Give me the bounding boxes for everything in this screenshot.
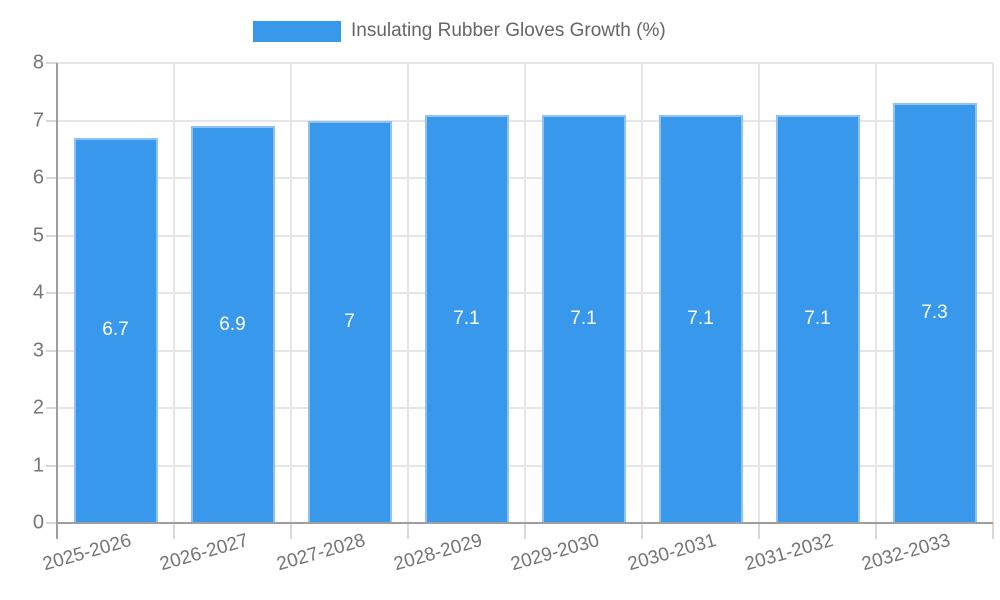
legend-swatch-icon [253,20,341,42]
bar [892,103,977,522]
gridline-vertical [407,63,409,523]
y-axis-tick [46,464,57,467]
x-axis-category-label: 2029-2030 [508,530,602,576]
y-axis-tick [46,62,57,64]
x-axis-category-label: 2027-2028 [274,530,368,576]
bar [307,120,392,522]
x-axis-category-label: 2032-2033 [859,530,953,576]
bar [73,137,158,522]
y-axis-tick [46,119,57,122]
bar [775,114,860,522]
x-axis-tick [992,523,994,539]
bar-value-label: 6.9 [219,313,246,335]
x-axis-baseline [57,522,993,524]
y-axis-tick [46,407,57,409]
gridline-vertical [641,63,643,523]
gridline-vertical [875,63,877,523]
bar-value-label: 7 [344,310,355,332]
x-axis-tick [173,523,175,539]
gridline-vertical [992,63,994,523]
y-axis-tick-label: 0 [32,511,44,534]
bar [424,114,509,522]
bar [541,114,626,522]
bar-value-label: 7.3 [921,302,948,324]
x-axis-category-label: 2026-2027 [157,530,251,576]
legend-item[interactable]: Insulating Rubber Gloves Growth (%) [253,20,666,42]
y-axis-tick-label: 6 [32,166,44,189]
x-axis-category-label: 2028-2029 [391,530,485,576]
bar [190,126,275,522]
y-axis-tick-label: 7 [32,109,44,131]
y-axis-tick [46,292,57,294]
y-axis-line [56,63,58,539]
y-axis-tick [46,177,57,179]
y-axis-tick-label: 3 [32,339,44,361]
y-axis-tick-label: 4 [32,281,44,304]
y-axis-tick [46,234,57,237]
gridline-vertical [173,63,175,523]
gridline-vertical [290,63,292,523]
bar-value-label: 7.1 [804,307,831,329]
y-axis-tick-label: 8 [32,51,44,74]
bar-value-label: 7.1 [453,307,480,329]
x-axis-category-label: 2025-2026 [40,530,134,576]
bar-value-label: 6.7 [102,319,129,341]
x-axis-category-label: 2031-2032 [742,530,836,576]
x-axis-tick [758,523,760,539]
y-axis-tick-label: 1 [32,454,44,476]
x-axis-tick [407,523,409,539]
gridline-vertical [524,63,526,523]
x-axis-tick [524,523,526,539]
legend-label: Insulating Rubber Gloves Growth (%) [351,20,666,41]
x-axis-tick [290,523,292,539]
y-axis-tick-label: 2 [32,396,44,419]
x-axis-tick [875,523,877,539]
y-axis-tick [46,349,57,352]
y-axis-tick-label: 5 [32,224,44,246]
x-axis-category-label: 2030-2031 [625,530,719,576]
x-axis-tick [641,523,643,539]
bar-value-label: 7.1 [687,307,714,329]
gridline-vertical [758,63,760,523]
bar [658,114,743,522]
y-axis-tick [46,522,57,524]
bar-value-label: 7.1 [570,307,597,329]
